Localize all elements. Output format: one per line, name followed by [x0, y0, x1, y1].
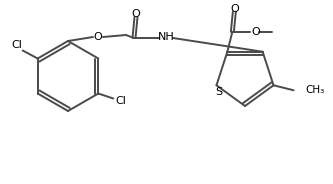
Text: Cl: Cl: [11, 40, 22, 49]
Text: O: O: [94, 32, 102, 42]
Text: O: O: [251, 27, 260, 37]
Text: CH₃: CH₃: [306, 85, 325, 95]
Text: O: O: [132, 9, 141, 19]
Text: O: O: [230, 4, 239, 14]
Text: NH: NH: [158, 32, 174, 42]
Text: S: S: [215, 87, 222, 97]
Text: Cl: Cl: [116, 96, 127, 107]
